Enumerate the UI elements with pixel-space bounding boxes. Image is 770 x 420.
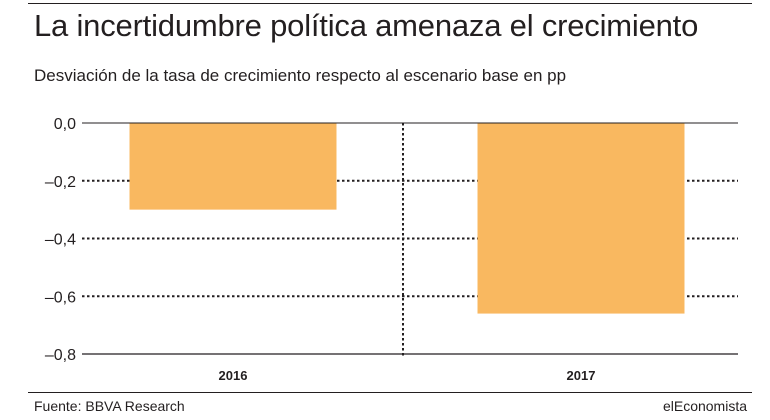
top-rule: [28, 3, 752, 4]
chart-subtitle: Desviación de la tasa de crecimiento res…: [34, 66, 567, 85]
labels: 0,0 –0,2 –0,4 –0,6 –0,8 2016 2017: [45, 116, 596, 383]
brand-logo: elEconomista: [662, 398, 747, 414]
source-note: Fuente: BBVA Research: [34, 398, 185, 414]
y-tick-label: –0,8: [45, 347, 76, 364]
y-tick-label: –0,6: [45, 289, 76, 306]
x-tick-label: 2016: [219, 368, 248, 383]
bar-chart: 0,0 –0,2 –0,4 –0,6 –0,8 2016 2017: [45, 116, 738, 383]
bar-2016: [129, 123, 337, 210]
x-tick-label: 2017: [567, 368, 596, 383]
chart-title: La incertidumbre política amenaza el cre…: [34, 8, 699, 43]
bars: [129, 123, 685, 314]
footer-rule: [28, 392, 752, 393]
bar-2017: [477, 123, 685, 314]
y-tick-label: –0,4: [45, 232, 76, 249]
y-tick-label: –0,2: [45, 174, 76, 191]
y-tick-label: 0,0: [54, 116, 76, 133]
axes: [82, 122, 738, 358]
